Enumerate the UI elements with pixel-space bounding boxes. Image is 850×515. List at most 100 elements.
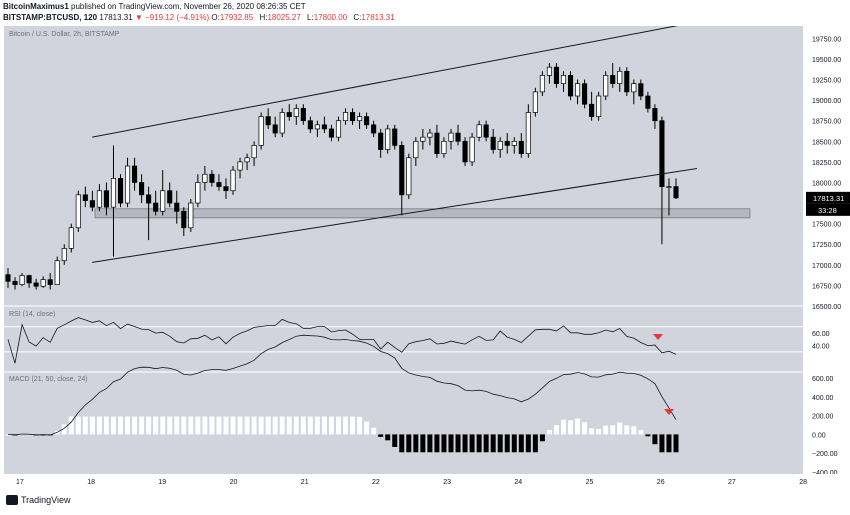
candle-body — [546, 66, 552, 76]
candle-body — [371, 124, 377, 134]
channel-upper-line[interactable] — [92, 21, 698, 138]
macd-histogram-bar — [645, 434, 651, 437]
candle-body — [624, 70, 630, 93]
price-tick-label: 18250.00 — [812, 160, 841, 167]
macd-histogram-bar — [652, 434, 658, 445]
candle-body — [26, 275, 32, 284]
macd-histogram-bar — [539, 434, 545, 442]
macd-histogram-bar — [511, 434, 517, 453]
macd-histogram-bar — [132, 416, 138, 435]
candle-body — [19, 275, 25, 285]
candle-body — [392, 128, 398, 146]
close-value: 17813.31 — [361, 13, 395, 22]
candle-body — [385, 128, 391, 150]
candle-body — [490, 136, 496, 150]
candle-body — [117, 178, 124, 204]
chart-header: BitcoinMaximus1 published on TradingView… — [0, 0, 850, 26]
candle-body — [525, 112, 531, 154]
macd-histogram-bar — [209, 416, 215, 435]
price-tick-label: 17500.00 — [812, 222, 841, 229]
candle-body — [413, 140, 419, 159]
macd-histogram-bar — [441, 434, 447, 453]
macd-histogram-bar — [413, 434, 419, 453]
time-tick-label: 24 — [514, 479, 522, 486]
candle-body — [82, 194, 88, 201]
macd-histogram-bar — [223, 416, 229, 435]
candle-body — [103, 190, 109, 208]
macd-histogram-bar — [272, 416, 278, 435]
macd-histogram-bar — [490, 434, 496, 453]
candle-body — [596, 95, 602, 117]
time-tick-label: 20 — [230, 479, 238, 486]
publish-line: BitcoinMaximus1 published on TradingView… — [3, 2, 306, 11]
price-tick-label: 17000.00 — [812, 263, 841, 270]
support-zone[interactable] — [94, 208, 751, 219]
macd-histogram-bar — [399, 434, 405, 453]
macd-histogram-bar — [357, 416, 363, 435]
candle-body — [237, 161, 243, 171]
macd-histogram-bar — [5, 434, 11, 436]
candle-body — [314, 124, 320, 130]
macd-histogram-bar — [258, 416, 264, 435]
low-value: 17800.00 — [313, 13, 348, 22]
macd-histogram-bar — [638, 430, 644, 435]
macd-histogram-bar — [427, 434, 433, 453]
time-tick-label: 17 — [16, 479, 24, 486]
macd-histogram-bar — [371, 427, 377, 435]
macd-histogram-bar — [624, 425, 630, 435]
macd-histogram-bar — [61, 424, 67, 435]
candle-body — [167, 190, 173, 204]
candle-body — [110, 178, 117, 208]
macd-pane-bg[interactable] — [4, 372, 803, 474]
macd-histogram-bar — [603, 425, 609, 435]
candle-body — [279, 112, 285, 134]
author-name[interactable]: BitcoinMaximus1 — [3, 2, 69, 11]
tradingview-logo[interactable]: TradingView — [6, 495, 71, 505]
macd-histogram-bar — [617, 422, 623, 435]
rsi-pane-bg[interactable] — [4, 306, 803, 372]
macd-histogram-bar — [167, 416, 173, 435]
price-tick-label: 19500.00 — [812, 57, 841, 64]
candle-body — [307, 120, 313, 130]
candle-body — [216, 182, 222, 187]
publish-text: published on TradingView.com, November 2… — [71, 2, 306, 11]
candle-body — [645, 95, 651, 109]
price-tick-label: 17250.00 — [812, 242, 841, 249]
candle-body — [96, 190, 102, 208]
macd-histogram-bar — [350, 416, 356, 435]
macd-histogram-bar — [89, 416, 95, 435]
candle-body — [603, 75, 609, 97]
candle-body — [666, 186, 672, 188]
macd-histogram-bar — [103, 416, 109, 435]
macd-histogram-bar — [553, 425, 559, 435]
macd-histogram-bar — [110, 416, 116, 435]
channel-lower-line[interactable] — [92, 167, 698, 263]
candle-body — [209, 173, 215, 183]
macd-histogram-bar — [659, 434, 665, 453]
price-tick-label: 18750.00 — [812, 119, 841, 126]
high-value: 18025.27 — [267, 13, 301, 22]
symbol-label: BITSTAMP:BTCUSD, 120 — [3, 13, 98, 22]
candle-body — [427, 132, 433, 138]
close-label: C: — [353, 13, 362, 22]
candle-body — [223, 186, 229, 192]
rsi-arrow-icon — [653, 334, 663, 340]
price-tick-label: 19250.00 — [812, 78, 841, 85]
change-text: −919.12 (−4.91%) — [145, 13, 210, 22]
macd-histogram-bar — [378, 434, 384, 437]
rsi-pane-legend: RSI (14, close) — [9, 311, 56, 318]
candle-body — [469, 136, 475, 163]
low-label: L: — [307, 13, 314, 22]
candle-body — [202, 173, 208, 183]
candle-body — [631, 83, 637, 93]
candle-body — [638, 83, 644, 97]
candle-body — [244, 157, 250, 163]
candle-body — [553, 66, 560, 84]
time-tick-label: 25 — [586, 479, 594, 486]
macd-histogram-bar — [343, 416, 349, 435]
macd-histogram-bar — [216, 416, 222, 435]
macd-histogram-bar — [631, 426, 637, 435]
macd-histogram-bar — [420, 434, 426, 453]
